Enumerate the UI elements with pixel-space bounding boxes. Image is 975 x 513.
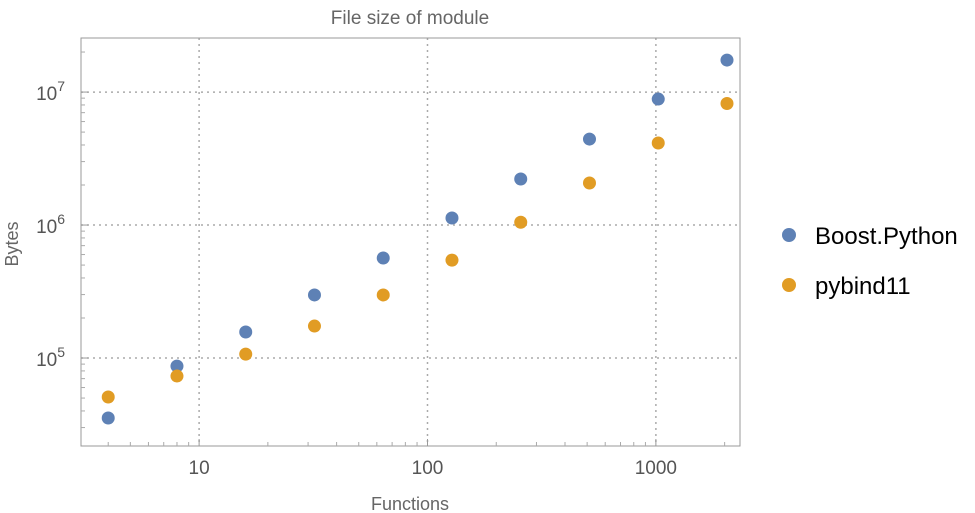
- y-axis-label: Bytes: [2, 221, 22, 266]
- data-point-pybind11: [651, 136, 665, 150]
- data-point-boost-python: [651, 92, 665, 106]
- y-tick-label: 105: [36, 344, 65, 371]
- x-axis-label: Functions: [371, 494, 449, 513]
- data-point-pybind11: [170, 369, 184, 383]
- data-point-pybind11: [582, 176, 596, 190]
- data-point-pybind11: [445, 253, 459, 267]
- grid: [81, 38, 740, 446]
- data-point-pybind11: [239, 347, 253, 361]
- x-tick-label: 1000: [635, 458, 677, 479]
- data-point-boost-python: [514, 172, 528, 186]
- y-tick-base: 10: [36, 350, 57, 371]
- y-tick-label: 107: [36, 78, 65, 105]
- y-tick-exponent: 7: [57, 78, 65, 94]
- data-point-boost-python: [307, 288, 321, 302]
- legend-label: pybind11: [815, 273, 911, 300]
- y-tick-exponent: 5: [57, 344, 65, 360]
- x-tick-label: 10: [189, 458, 210, 479]
- legend-label: Boost.Python: [815, 223, 958, 250]
- data-point-pybind11: [101, 390, 115, 404]
- data-point-boost-python: [582, 132, 596, 146]
- data-point-boost-python: [445, 211, 459, 225]
- data-point-boost-python: [720, 53, 734, 67]
- data-point-boost-python: [239, 325, 253, 339]
- data-points: [101, 53, 734, 425]
- y-tick-exponent: 6: [57, 211, 65, 227]
- data-point-boost-python: [101, 411, 115, 425]
- legend-marker: [782, 228, 796, 242]
- data-point-pybind11: [514, 215, 528, 229]
- legend: Boost.Python pybind11: [782, 223, 958, 300]
- y-tick-label: 106: [36, 211, 65, 238]
- y-tick-base: 10: [36, 84, 57, 105]
- y-tick-base: 10: [36, 217, 57, 238]
- data-point-boost-python: [170, 359, 184, 373]
- plot-frame: [80, 37, 741, 447]
- x-tick-label: 100: [412, 458, 444, 479]
- data-point-pybind11: [376, 288, 390, 302]
- data-point-pybind11: [720, 97, 734, 111]
- legend-marker: [782, 278, 796, 292]
- chart-title: File size of module: [331, 8, 489, 29]
- data-point-boost-python: [376, 251, 390, 265]
- data-point-pybind11: [307, 319, 321, 333]
